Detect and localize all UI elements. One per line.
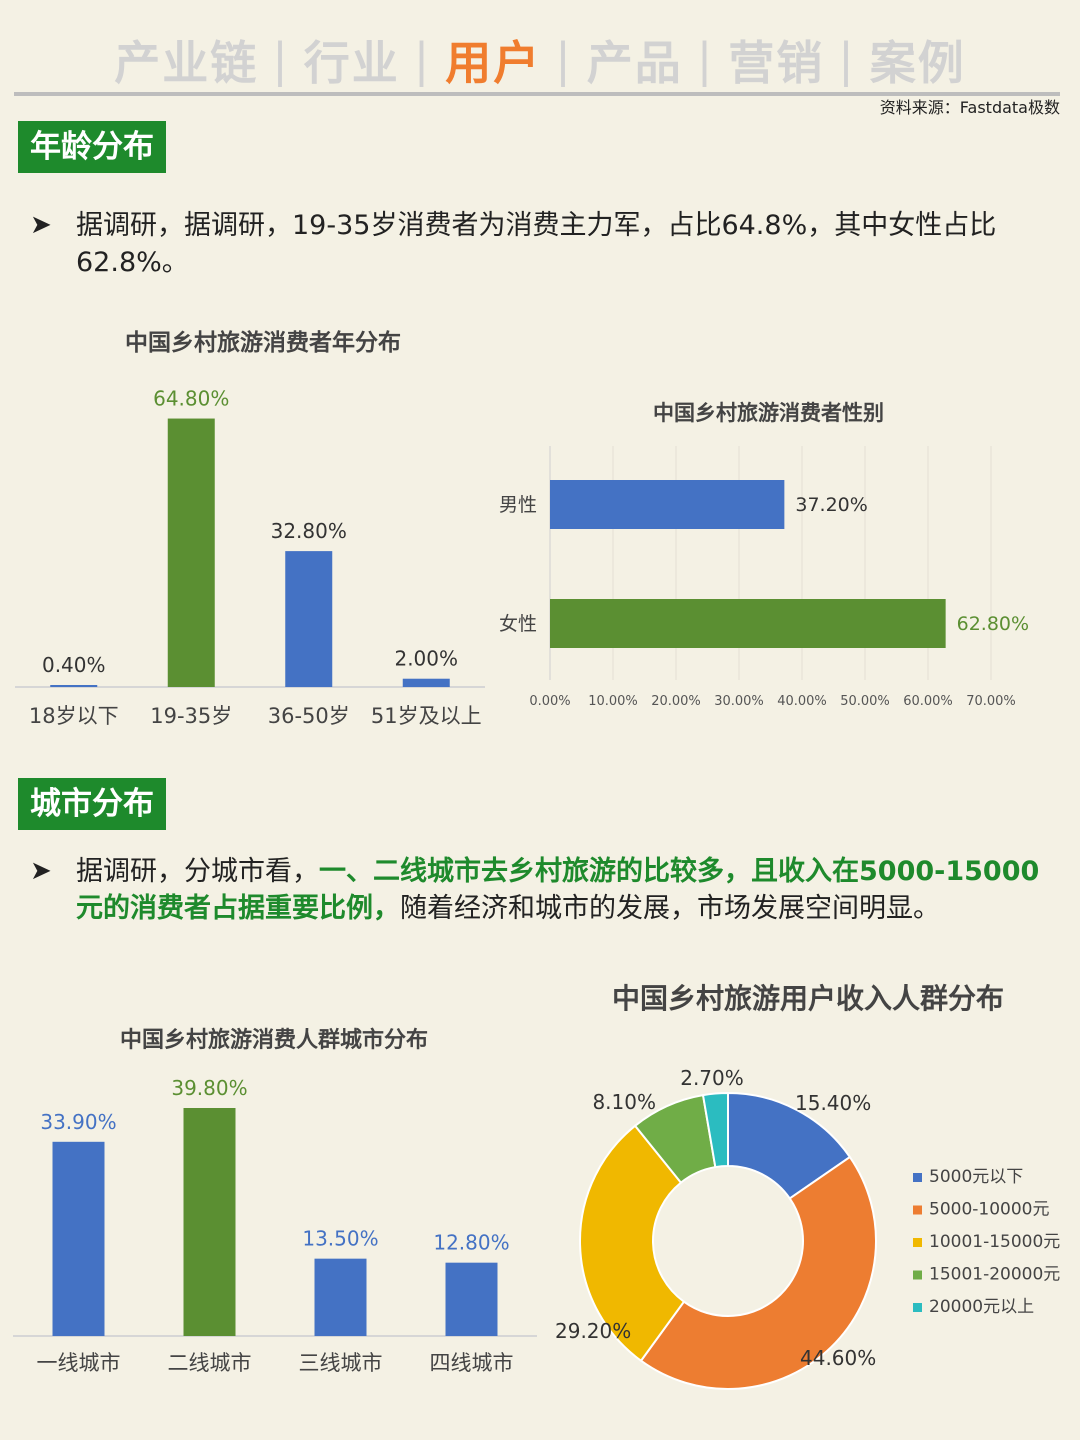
city-chart-title: 中国乡村旅游消费人群城市分布 [120,1027,428,1053]
income-chart-title: 中国乡村旅游用户收入人群分布 [612,982,1004,1015]
age-bar [167,418,215,687]
income-slice-label: 8.10% [592,1090,656,1114]
section-tag-city: 城市分布 [18,778,166,830]
gender-x-tick: 50.00% [840,694,890,709]
age-bar [285,551,333,687]
city-summary-lead: 据调研，分城市看， [76,856,319,887]
city-bar-label: 12.80% [433,1231,509,1255]
nav-tab-2[interactable]: 用户 [445,36,542,90]
income-slice-label: 44.60% [800,1346,876,1370]
gender-bar [550,599,946,648]
nav-separator: | [696,33,715,87]
city-bar [183,1108,236,1336]
city-bar-label: 39.80% [171,1076,247,1100]
income-legend-label: 5000元以下 [929,1167,1023,1187]
income-donut-slice [701,1091,729,1169]
gender-x-tick: 60.00% [903,694,953,709]
gender-x-tick: 70.00% [966,694,1016,709]
income-legend-swatch [913,1205,922,1215]
age-category-label: 19-35岁 [150,704,232,728]
nav-tab-0[interactable]: 产业链 [114,36,259,90]
income-slice-label: 2.70% [680,1066,744,1090]
age-bar-label: 64.80% [153,387,229,411]
city-bar [445,1262,498,1336]
income-legend-swatch [913,1270,922,1280]
income-legend-swatch [913,1303,922,1312]
income-legend-label: 10001-15000元 [929,1232,1060,1252]
nav-tab-4[interactable]: 营销 [728,36,825,90]
city-summary-tail: 随着经济和城市的发展，市场发展空间明显。 [400,893,940,924]
nav-separator: | [838,33,856,87]
gender-category-label: 女性 [499,613,537,635]
gender-bar-label: 62.80% [957,613,1029,635]
age-bar [50,685,98,687]
city-bar-label: 13.50% [302,1227,378,1251]
gender-x-tick: 0.00% [529,694,570,709]
gender-x-tick: 40.00% [777,694,827,709]
age-bar-label: 32.80% [271,519,347,543]
age-bar [402,678,450,687]
income-legend-label: 15001-20000元 [929,1265,1060,1285]
top-nav: 产业链 | 行业 | 用户 | 产品 | 营销 | 案例 [0,28,1080,92]
gender-bar-label: 37.20% [795,494,867,516]
gender-category-label: 男性 [499,494,537,516]
nav-separator: | [555,33,573,87]
age-category-label: 36-50岁 [268,704,350,728]
source-note: 资料来源：Fastdata极数 [879,98,1060,117]
section-tag-age: 年龄分布 [18,121,166,173]
bullet-arrow-icon: ➤ [30,210,52,240]
income-donut-slice [639,1155,877,1390]
income-donut-slice [579,1124,686,1363]
income-legend-swatch [913,1173,922,1182]
city-category-label: 四线城市 [430,1351,514,1375]
city-bar-label: 33.90% [40,1110,116,1134]
nav-tab-1[interactable]: 行业 [303,36,400,90]
income-legend-label: 20000元以上 [929,1297,1034,1317]
city-summary: ➤ 据调研，分城市看，一、二线城市去乡村旅游的比较多，且收入在5000-1500… [30,853,1060,927]
bullet-arrow-icon: ➤ [30,856,52,886]
nav-tab-5[interactable]: 案例 [869,36,966,90]
city-bar [314,1258,367,1336]
city-category-label: 三线城市 [299,1351,383,1375]
nav-separator: | [272,33,290,87]
age-summary: ➤ 据调研，据调研，19-35岁消费者为消费主力军，占比64.8%，其中女性占比… [30,207,1060,281]
city-bar [52,1141,105,1336]
gender-bar [550,480,785,529]
age-category-label: 18岁以下 [29,704,119,728]
income-legend-label: 5000-10000元 [929,1200,1049,1220]
city-category-label: 一线城市 [37,1351,121,1375]
age-bar-label: 2.00% [394,647,458,671]
city-summary-text: 据调研，分城市看，一、二线城市去乡村旅游的比较多，且收入在5000-15000元… [76,853,1060,927]
nav-separator: | [413,33,432,87]
income-slice-label: 15.40% [795,1091,871,1115]
gender-x-tick: 10.00% [588,694,638,709]
age-chart-title: 中国乡村旅游消费者年分布 [125,329,401,356]
nav-tab-3[interactable]: 产品 [586,36,683,90]
age-category-label: 51岁及以上 [371,704,482,728]
city-summary-highlight: 一、二线城市去乡村旅游的比较多，且收入在5000-15000元的消费者占据重要比… [76,856,1040,924]
city-category-label: 二线城市 [168,1351,252,1375]
income-slice-label: 29.20% [555,1319,631,1343]
gender-x-tick: 30.00% [714,694,764,709]
age-bar-label: 0.40% [42,653,106,677]
income-legend-swatch [913,1238,922,1247]
nav-divider [14,92,1060,96]
gender-chart-title: 中国乡村旅游消费者性别 [653,401,884,425]
age-summary-text: 据调研，据调研，19-35岁消费者为消费主力军，占比64.8%，其中女性占比62… [76,210,997,278]
gender-x-tick: 20.00% [651,694,701,709]
